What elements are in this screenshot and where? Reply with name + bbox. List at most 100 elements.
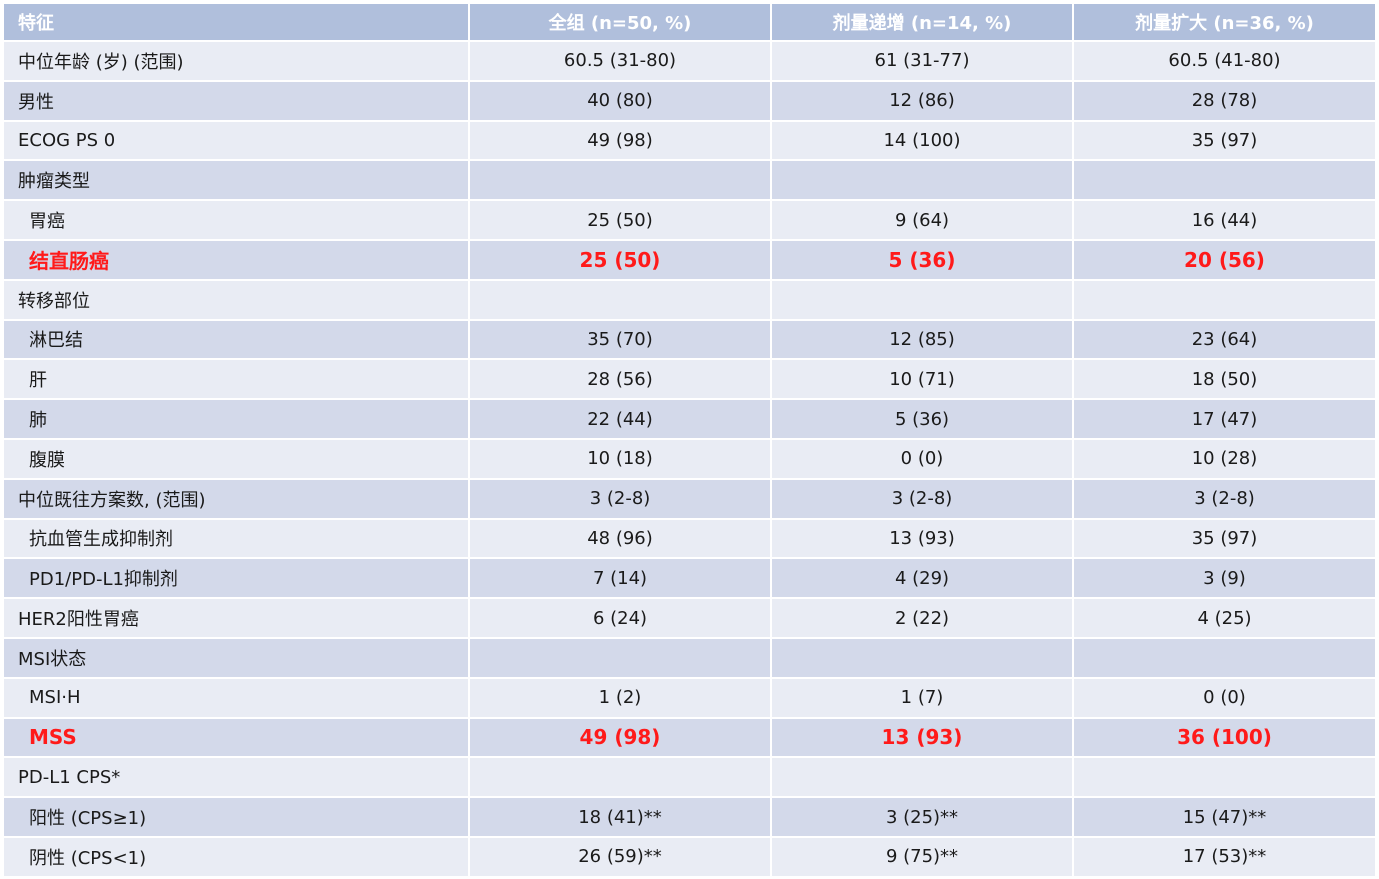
row-label: 阳性 (CPS≥1) xyxy=(4,798,468,836)
row-label: ECOG PS 0 xyxy=(4,121,468,160)
value-dose-escalation: 9 (75)** xyxy=(772,837,1072,876)
row-label: MSS xyxy=(4,718,468,757)
value-dose-escalation xyxy=(772,758,1072,797)
row-label: MSI状态 xyxy=(4,638,468,677)
value-dose-escalation: 5 (36) xyxy=(772,400,1072,438)
table-row: 胃癌 25 (50) 9 (64) 16 (44) xyxy=(4,201,1375,239)
value-dose-expansion: 17 (47) xyxy=(1074,400,1375,438)
value-all-group: 10 (18) xyxy=(470,439,770,478)
row-label: 胃癌 xyxy=(4,201,468,239)
value-all-group: 1 (2) xyxy=(470,678,770,717)
value-dose-escalation: 3 (2-8) xyxy=(772,479,1072,518)
value-dose-expansion xyxy=(1074,638,1375,677)
value-dose-expansion: 28 (78) xyxy=(1074,81,1375,120)
row-label: 肿瘤类型 xyxy=(4,161,468,200)
value-all-group: 35 (70) xyxy=(470,320,770,359)
value-dose-expansion: 0 (0) xyxy=(1074,678,1375,717)
table-row: 中位既往方案数, (范围) 3 (2-8) 3 (2-8) 3 (2-8) xyxy=(4,479,1375,518)
table-row: 男性 40 (80) 12 (86) 28 (78) xyxy=(4,81,1375,120)
table-row: MSS 49 (98) 13 (93) 36 (100) xyxy=(4,718,1375,757)
value-dose-expansion: 10 (28) xyxy=(1074,439,1375,478)
value-dose-expansion: 35 (97) xyxy=(1074,519,1375,558)
value-all-group: 60.5 (31-80) xyxy=(470,42,770,80)
row-label: 阴性 (CPS<1) xyxy=(4,837,468,876)
value-dose-escalation: 10 (71) xyxy=(772,360,1072,399)
value-dose-escalation: 61 (31-77) xyxy=(772,42,1072,80)
header-dose-expansion: 剂量扩大 (n=36, %) xyxy=(1074,4,1375,40)
value-dose-expansion: 35 (97) xyxy=(1074,121,1375,160)
value-all-group: 48 (96) xyxy=(470,519,770,558)
row-label: PD-L1 CPS* xyxy=(4,758,468,797)
value-all-group xyxy=(470,280,770,319)
value-dose-expansion xyxy=(1074,758,1375,797)
value-dose-expansion: 4 (25) xyxy=(1074,599,1375,637)
table-row: HER2阳性胃癌 6 (24) 2 (22) 4 (25) xyxy=(4,599,1375,637)
value-all-group: 26 (59)** xyxy=(470,837,770,876)
header-all-group: 全组 (n=50, %) xyxy=(470,4,770,40)
table-row: 阳性 (CPS≥1) 18 (41)** 3 (25)** 15 (47)** xyxy=(4,798,1375,836)
row-label: 中位年龄 (岁) (范围) xyxy=(4,42,468,80)
value-dose-escalation: 3 (25)** xyxy=(772,798,1072,836)
value-all-group: 3 (2-8) xyxy=(470,479,770,518)
value-dose-expansion: 20 (56) xyxy=(1074,240,1375,279)
value-dose-expansion: 3 (9) xyxy=(1074,559,1375,598)
value-all-group: 18 (41)** xyxy=(470,798,770,836)
value-dose-expansion xyxy=(1074,280,1375,319)
header-dose-escalation: 剂量递增 (n=14, %) xyxy=(772,4,1072,40)
table-row: 肝 28 (56) 10 (71) 18 (50) xyxy=(4,360,1375,399)
table-body: 中位年龄 (岁) (范围) 60.5 (31-80) 61 (31-77) 60.5 … xyxy=(4,42,1375,876)
value-dose-expansion: 36 (100) xyxy=(1074,718,1375,757)
header-characteristic: 特征 xyxy=(4,4,468,40)
value-dose-escalation: 4 (29) xyxy=(772,559,1072,598)
value-all-group xyxy=(470,161,770,200)
table-row: MSI状态 xyxy=(4,638,1375,677)
value-all-group: 28 (56) xyxy=(470,360,770,399)
value-all-group xyxy=(470,758,770,797)
row-label: 腹膜 xyxy=(4,439,468,478)
value-all-group: 40 (80) xyxy=(470,81,770,120)
row-label: 淋巴结 xyxy=(4,320,468,359)
row-label: PD1/PD-L1抑制剂 xyxy=(4,559,468,598)
value-dose-escalation: 9 (64) xyxy=(772,201,1072,239)
row-label: HER2阳性胃癌 xyxy=(4,599,468,637)
value-dose-expansion: 60.5 (41-80) xyxy=(1074,42,1375,80)
row-label: 男性 xyxy=(4,81,468,120)
value-all-group: 25 (50) xyxy=(470,201,770,239)
table-row: PD-L1 CPS* xyxy=(4,758,1375,797)
value-dose-expansion: 16 (44) xyxy=(1074,201,1375,239)
value-dose-expansion: 23 (64) xyxy=(1074,320,1375,359)
table-row: 肿瘤类型 xyxy=(4,161,1375,200)
value-dose-expansion: 3 (2-8) xyxy=(1074,479,1375,518)
value-dose-escalation: 1 (7) xyxy=(772,678,1072,717)
value-all-group: 22 (44) xyxy=(470,400,770,438)
value-dose-expansion: 15 (47)** xyxy=(1074,798,1375,836)
value-dose-escalation xyxy=(772,638,1072,677)
row-label: 结直肠癌 xyxy=(4,240,468,279)
value-all-group: 49 (98) xyxy=(470,121,770,160)
value-all-group: 7 (14) xyxy=(470,559,770,598)
value-dose-escalation: 14 (100) xyxy=(772,121,1072,160)
table-row: PD1/PD-L1抑制剂 7 (14) 4 (29) 3 (9) xyxy=(4,559,1375,598)
value-dose-expansion: 18 (50) xyxy=(1074,360,1375,399)
value-dose-escalation: 12 (85) xyxy=(772,320,1072,359)
row-label: 中位既往方案数, (范围) xyxy=(4,479,468,518)
value-dose-escalation: 12 (86) xyxy=(772,81,1072,120)
table-row: 转移部位 xyxy=(4,280,1375,319)
row-label: 转移部位 xyxy=(4,280,468,319)
value-dose-escalation xyxy=(772,161,1072,200)
table-row: MSI·H 1 (2) 1 (7) 0 (0) xyxy=(4,678,1375,717)
value-dose-escalation: 13 (93) xyxy=(772,718,1072,757)
value-dose-expansion xyxy=(1074,161,1375,200)
value-dose-escalation xyxy=(772,280,1072,319)
table-row: 肺 22 (44) 5 (36) 17 (47) xyxy=(4,400,1375,438)
value-dose-escalation: 2 (22) xyxy=(772,599,1072,637)
row-label: 抗血管生成抑制剂 xyxy=(4,519,468,558)
table-row: ECOG PS 0 49 (98) 14 (100) 35 (97) xyxy=(4,121,1375,160)
value-all-group xyxy=(470,638,770,677)
row-label: 肝 xyxy=(4,360,468,399)
row-label: MSI·H xyxy=(4,678,468,717)
table-row: 阴性 (CPS<1) 26 (59)** 9 (75)** 17 (53)** xyxy=(4,837,1375,876)
value-all-group: 6 (24) xyxy=(470,599,770,637)
table-row: 淋巴结 35 (70) 12 (85) 23 (64) xyxy=(4,320,1375,359)
